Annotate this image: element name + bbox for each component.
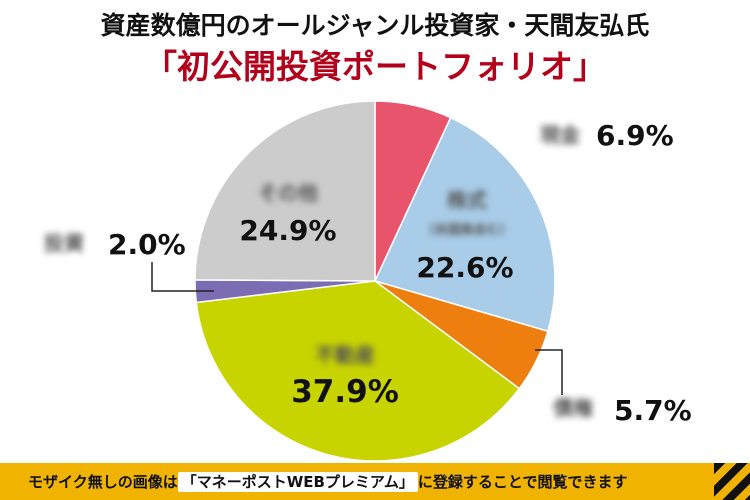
pie-slices [194,100,556,462]
footer-text-after: に登録することで閲覧できます [417,473,628,491]
slice-label-stocks: 株式 [447,188,487,212]
leader-line-investment [151,262,214,292]
slice-label-bonds: 債権 [552,396,593,420]
premium-footer-banner: モザイク無しの画像は 「マネーポストWEBプレミアム」 に登録することで閲覧できます [0,463,750,500]
slice-label-other: その他 [258,181,318,205]
slice-value-bonds: 5.7% [614,394,692,427]
footer-highlight: 「マネーポストWEBプレミアム」 [177,472,418,492]
footer-stripe [714,463,750,500]
footer-text: モザイク無しの画像は 「マネーポストWEBプレミアム」 に登録することで閲覧できます [28,471,627,492]
slice-labels: 現金 6.9% 株式 （米国株含む） 22.6% 債権 5.7% 不動産 37.9% 投資 2.0%… [44,119,692,427]
pie-slice-stocks [373,116,556,333]
slice-label-real-estate: 不動産 [315,343,375,367]
slice-value-real-estate: 37.9% [291,374,399,410]
leader-lines [151,262,563,395]
leader-line-bonds [535,349,563,395]
slice-value-cash: 6.9% [596,119,674,152]
slice-value-investment: 2.0% [108,228,186,261]
slice-label-investment: 投資 [44,231,84,255]
slice-label-cash: 現金 [540,123,581,147]
slice-sublabel-stocks: （米国株含む） [421,222,512,238]
slice-value-stocks: 22.6% [416,251,513,284]
chart-title-line2: 「初公開投資ポートフォリオ」 [144,47,606,86]
pie-slice-real-estate [195,280,521,462]
slice-value-other: 24.9% [239,214,336,247]
pie-slice-other [194,100,376,282]
chart-title-line1: 資産数億円のオールジャンル投資家・天間友弘氏 [100,11,650,40]
footer-text-before: モザイク無しの画像は [28,473,178,491]
